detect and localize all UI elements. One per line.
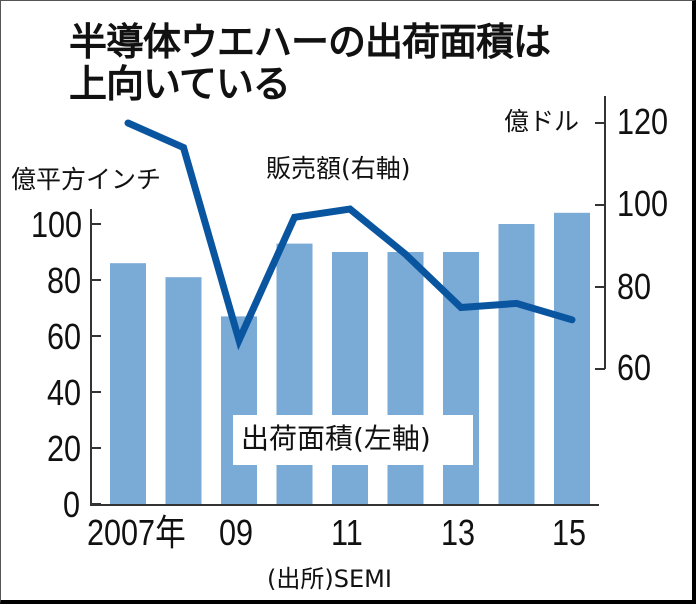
left-tick-40: 40	[47, 372, 82, 413]
bar-2013	[443, 252, 479, 504]
source-label: (出所)SEMI	[267, 565, 392, 593]
bar-2012	[387, 252, 424, 504]
x-tick-09: 09	[219, 512, 254, 553]
x-tick-13: 13	[441, 512, 476, 553]
right-tick-120: 120	[617, 101, 669, 142]
x-tick-11: 11	[331, 512, 363, 553]
left-axis-unit: 億平方インチ	[11, 165, 162, 194]
bar-2015	[554, 212, 590, 505]
line-series	[124, 119, 576, 351]
bar-2014	[498, 224, 535, 504]
chart-title-line2: 上向いている	[69, 62, 291, 106]
chart-title-line1: 半導体ウエハーの出荷面積は	[69, 20, 551, 64]
right-tick-60: 60	[617, 347, 652, 388]
left-tick-0: 0	[63, 484, 81, 525]
line-series-label: 販売額(右軸)	[266, 154, 411, 183]
x-tick-2007: 2007年	[87, 512, 186, 553]
right-tick-100: 100	[617, 183, 669, 224]
bar-2011	[332, 252, 368, 504]
right-tick-80: 80	[617, 266, 652, 307]
left-tick-80: 80	[47, 260, 82, 301]
left-tick-20: 20	[47, 428, 82, 469]
right-axis-unit: 億ドル	[504, 107, 580, 136]
bar-2008	[165, 277, 202, 504]
left-tick-100: 100	[31, 204, 83, 245]
bar-2007	[110, 263, 146, 504]
bar-series-label: 出荷面積(左軸)	[241, 422, 431, 455]
x-tick-15: 15	[552, 512, 587, 553]
left-tick-60: 60	[47, 316, 82, 357]
